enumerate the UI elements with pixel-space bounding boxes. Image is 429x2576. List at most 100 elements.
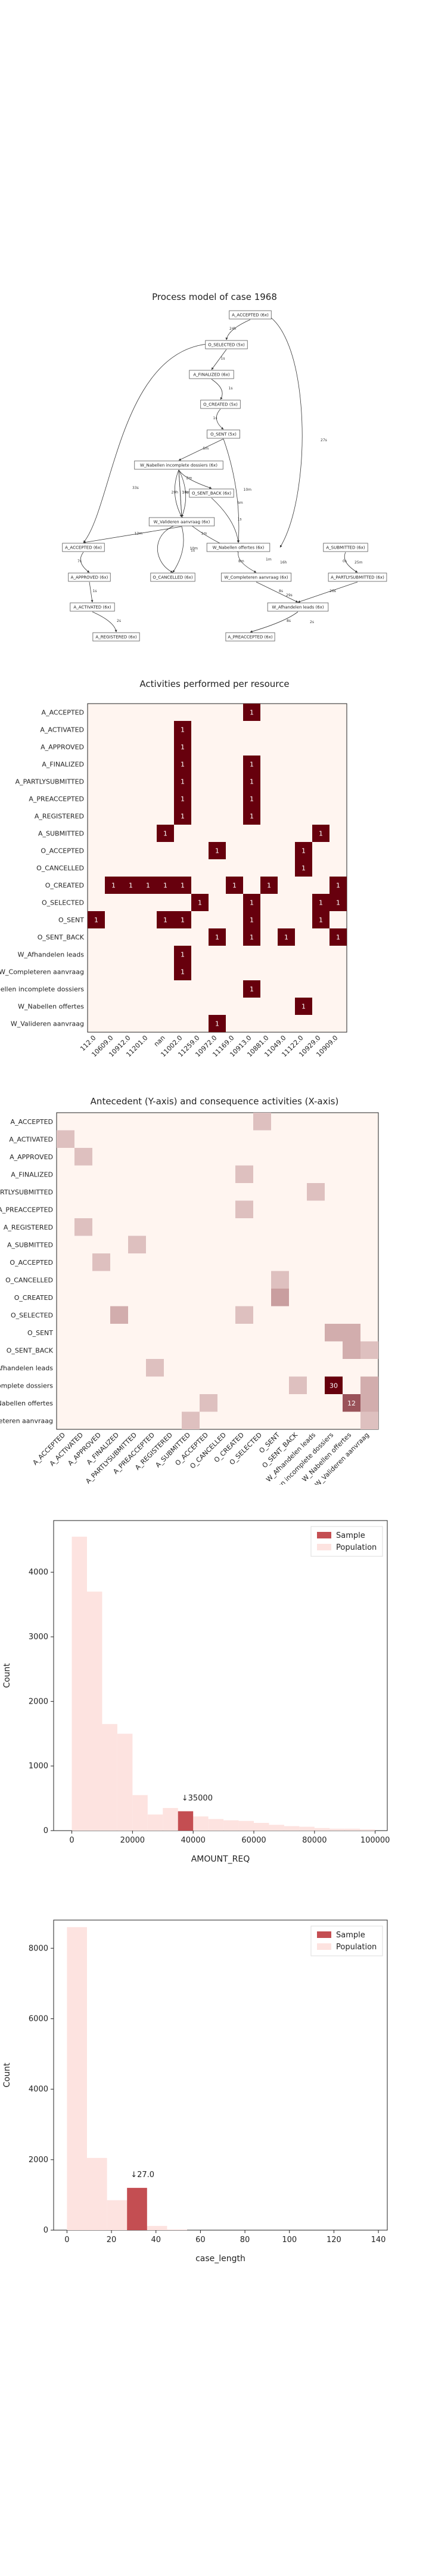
- heatmap-cell: [157, 877, 174, 894]
- heatmap-cell: [260, 877, 278, 894]
- process-node-label: A_ACCEPTED (6x): [232, 313, 269, 318]
- heatmap-cell: [295, 859, 312, 877]
- heatmap-cell: [74, 1218, 92, 1236]
- process-node-label: A_PARTLYSUBMITTED (6x): [331, 575, 384, 580]
- heatmap-cell-label: 1: [111, 882, 116, 890]
- heatmap-cell-label: 1: [336, 934, 340, 942]
- population-bar: [147, 1814, 163, 1831]
- x-tick-label: 100000: [360, 1836, 390, 1845]
- heatmap-y-tick-label: A_REGISTERED: [4, 1224, 53, 1231]
- x-tick-label: 0: [69, 1836, 74, 1845]
- x-tick-label: 140: [371, 2236, 386, 2244]
- process-edge-label: 5m: [203, 447, 209, 451]
- heatmap-cell-label: 1: [163, 917, 167, 924]
- heatmap-y-tick-label: A_APPROVED: [10, 1153, 53, 1161]
- population-bar: [360, 1829, 375, 1831]
- heatmap-cell-label: 1: [319, 830, 323, 838]
- case-length-histogram-panel: ↓27.0 0 20 40 60 80 100 120 140 0 2000 4000 6000 8000…: [0, 1908, 429, 2278]
- heatmap-cell: [329, 894, 347, 911]
- heatmap-cell-label: 1: [181, 778, 185, 786]
- legend-box: [310, 1526, 383, 1557]
- heatmap-cell: [105, 877, 122, 894]
- process-node-box: [220, 572, 292, 582]
- heatmap-y-tick-label: O_CREATED: [45, 882, 84, 890]
- heatmap-cell: [200, 1394, 217, 1412]
- heatmap-cell: [122, 877, 139, 894]
- heatmap-cell-label: 1: [129, 882, 133, 890]
- process-model-title: Process model of case 1968: [152, 292, 277, 302]
- heatmap-y-tick-label: W_Valideren aanvraag: [11, 1020, 84, 1028]
- population-bar: [132, 1795, 148, 1831]
- process-node: A_ACCEPTED (6x): [229, 310, 272, 320]
- resource-heatmap-title: Activities performed per resource: [139, 679, 289, 689]
- process-node-box: [92, 632, 140, 642]
- process-node: O_CREATED (5x): [200, 400, 241, 409]
- heatmap-y-tick-label: O_SENT_BACK: [7, 1346, 54, 1354]
- population-bar: [163, 1808, 178, 1831]
- population-bar: [102, 1724, 117, 1831]
- heatmap-cell-label: 1: [215, 1020, 219, 1028]
- heatmap-y-tick-label: A_SUBMITTED: [38, 830, 84, 838]
- heatmap-cell-label: 1: [215, 934, 219, 942]
- x-tick-label: 20000: [120, 1836, 145, 1845]
- process-edge-label: 10m: [244, 488, 252, 492]
- y-axis-label: Count: [2, 2063, 12, 2088]
- heatmap-cell: [209, 1015, 226, 1032]
- process-node: A_ACCEPTED (6x): [62, 543, 105, 552]
- process-node-box: [267, 602, 329, 612]
- process-node-box: [134, 460, 223, 470]
- process-edges: 24h1s1s1s5m10m2m10m1s1m12m10m7s1s2s8m8s8…: [77, 311, 363, 633]
- heatmap-cell-label: 1: [250, 813, 254, 821]
- heatmap-cell-label: 1: [250, 709, 254, 717]
- heatmap-cell: [209, 928, 226, 946]
- heatmap-cell-label: 1: [181, 882, 185, 890]
- process-node-label: A_ACTIVATED (6x): [73, 605, 111, 610]
- process-edge-label: 1s: [229, 386, 233, 391]
- heatmap-cell: [74, 1148, 92, 1166]
- heatmap-y-tick-label: W_Completeren aanvraag: [0, 1417, 53, 1425]
- heatmap-y-tick-label: O_CANCELLED: [5, 1276, 53, 1284]
- process-node: O_SENT_BACK (6x): [189, 488, 234, 498]
- legend-swatch: [317, 1931, 331, 1938]
- y-tick-label: 0: [43, 1826, 48, 1835]
- heatmap-cell-label: 1: [181, 968, 185, 976]
- heatmap-cell-label: 1: [250, 986, 254, 993]
- resource-heatmap: Activities performed per resource 1 1 1 1 1 1…: [0, 679, 347, 1058]
- y-tick-label: 1000: [29, 1762, 48, 1771]
- process-edge-label: 24h: [229, 327, 237, 331]
- heatmap-y-tick-label: A_REGISTERED: [35, 813, 84, 821]
- heatmap-cell: [92, 1253, 110, 1271]
- process-edge-label: 6m: [237, 501, 243, 505]
- heatmap-cell-label: 30: [329, 1382, 338, 1389]
- sample-bar: [127, 2188, 147, 2230]
- process-node: W_Nabellen incomplete dossiers (6x): [134, 460, 223, 470]
- heatmap-cell-label: 1: [301, 865, 306, 872]
- process-node-label: W_Nabellen offertes (6x): [213, 546, 265, 550]
- process-node-box: [323, 543, 368, 552]
- heatmap-cell-label: 1: [163, 882, 167, 890]
- process-edge: [297, 581, 358, 603]
- heatmap-cell: [243, 980, 260, 998]
- x-tick-label: 40: [151, 2236, 161, 2244]
- process-edge-label: 29s: [286, 593, 293, 597]
- process-edge: [256, 581, 299, 603]
- heatmap-cell-label: 1: [181, 813, 185, 821]
- heatmap-cell: [157, 825, 174, 842]
- population-bar: [67, 1927, 87, 2230]
- legend-swatch: [317, 1544, 331, 1550]
- plot-frame: [53, 1919, 388, 2231]
- heatmap-cell-label: 1: [232, 882, 237, 890]
- heatmap-cell: [226, 877, 243, 894]
- process-edge-label: 16s: [182, 491, 189, 495]
- heatmap-y-tick-label: W_Nabellen incomplete dossiers: [0, 1382, 53, 1389]
- heatmap-cell: [343, 1341, 360, 1359]
- process-node-box: [225, 632, 275, 642]
- process-edge: [250, 611, 299, 633]
- heatmap-cell-label: 1: [250, 899, 254, 907]
- heatmap-cell: [360, 1411, 378, 1429]
- heatmap-cell: [174, 790, 191, 807]
- process-edge: [225, 319, 251, 340]
- heatmap-y-tick-label: O_SELECTED: [42, 899, 84, 907]
- process-node: W_Afhandelen leads (6x): [267, 602, 329, 612]
- heatmap-y-tick-label: W_Afhandelen leads: [0, 1364, 53, 1372]
